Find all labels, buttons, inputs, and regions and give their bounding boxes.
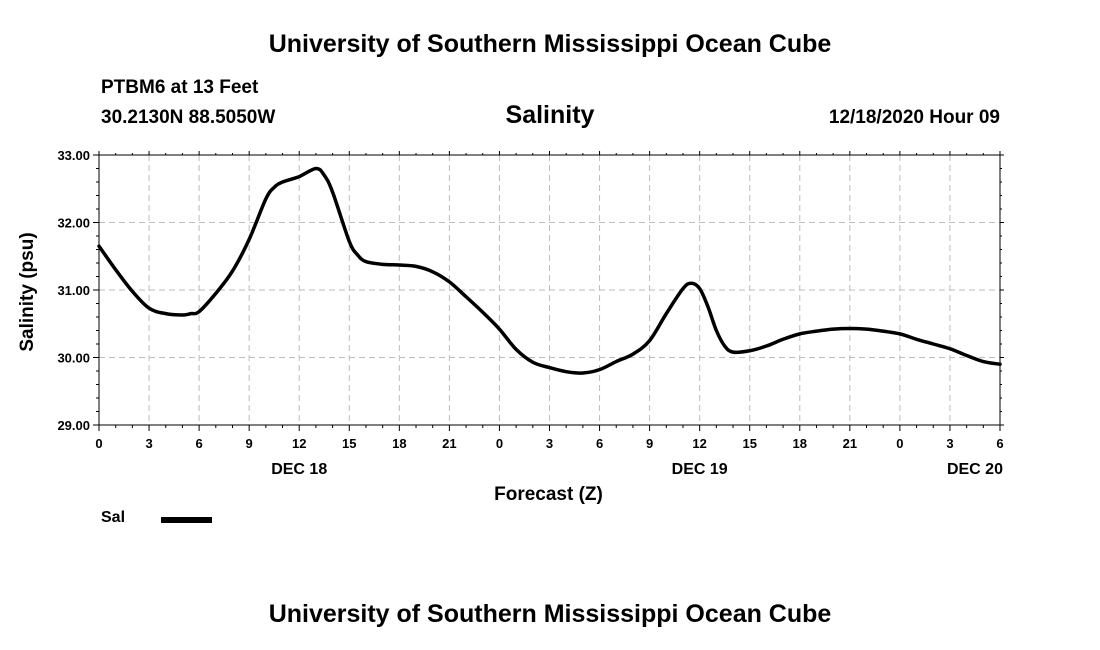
- x-tick-label: 0: [496, 436, 503, 451]
- x-tick-label: 9: [246, 436, 253, 451]
- y-tick-label: 30.00: [57, 351, 90, 366]
- date-label: DEC 18: [271, 461, 327, 478]
- y-tick-label: 31.00: [57, 283, 90, 298]
- x-tick-label: 9: [646, 436, 653, 451]
- station-coordinates: 30.2130N 88.5050W: [101, 107, 276, 128]
- y-axis-title: Salinity (psu): [17, 232, 38, 351]
- x-tick-label: 18: [392, 436, 406, 451]
- series-line-sal: [97, 166, 1002, 375]
- x-tick-label: 18: [793, 436, 807, 451]
- tick-layer: [93, 151, 1004, 431]
- date-label: DEC 20: [947, 461, 1003, 478]
- plot-title: Salinity: [505, 101, 595, 129]
- header-title: University of Southern Mississippi Ocean…: [268, 30, 832, 58]
- label-layer: 0 3 6 9 12 15 18 21 0 3 6 9 12 15 18 21 0 3 6 29.00 30.00 31.…: [57, 148, 1003, 478]
- x-tick-label: 12: [692, 436, 706, 451]
- y-tick-label: 29.00: [57, 418, 90, 433]
- x-tick-label: 21: [843, 436, 857, 451]
- x-tick-label: 0: [95, 436, 102, 451]
- x-tick-label: 3: [946, 436, 953, 451]
- x-tick-label: 0: [896, 436, 903, 451]
- x-axis-title: Forecast (Z): [494, 484, 603, 505]
- forecast-timestamp: 12/18/2020 Hour 09: [828, 107, 1000, 128]
- x-tick-label: 12: [292, 436, 306, 451]
- x-tick-label: 15: [342, 436, 356, 451]
- grid-layer: [99, 155, 1000, 425]
- x-tick-label: 6: [195, 436, 202, 451]
- legend-label: Sal: [101, 509, 126, 526]
- x-tick-label: 6: [996, 436, 1003, 451]
- x-tick-label: 3: [546, 436, 553, 451]
- x-tick-label: 6: [596, 436, 603, 451]
- station-label: PTBM6 at 13 Feet: [101, 77, 259, 98]
- x-tick-label: 21: [442, 436, 456, 451]
- x-tick-label: 15: [742, 436, 756, 451]
- date-label: DEC 19: [672, 461, 728, 478]
- y-tick-label: 32.00: [57, 216, 90, 231]
- x-tick-label: 3: [145, 436, 152, 451]
- y-tick-label: 33.00: [57, 148, 90, 163]
- legend-line-swatch: [161, 517, 212, 523]
- footer-title: University of Southern Mississippi Ocean…: [268, 600, 832, 628]
